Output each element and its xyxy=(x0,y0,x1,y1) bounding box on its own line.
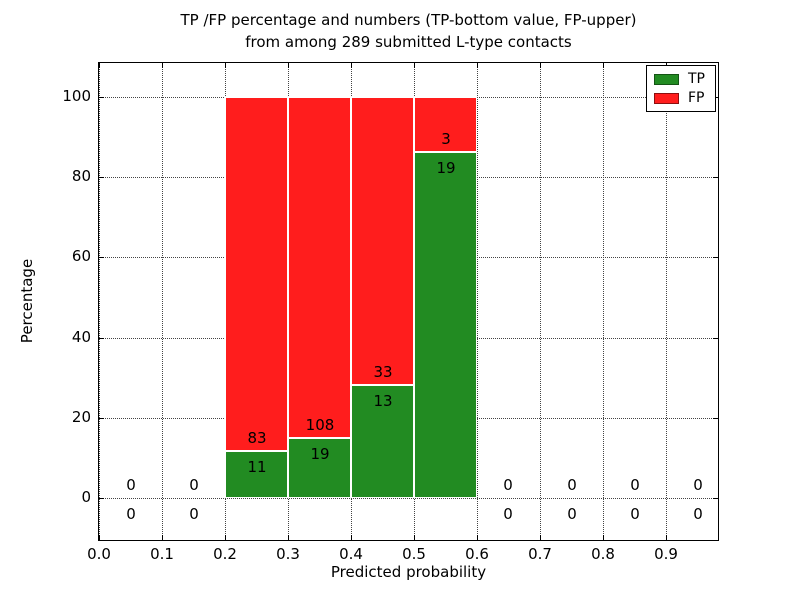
v-gridline xyxy=(540,63,541,540)
chart-title: TP /FP percentage and numbers (TP-bottom… xyxy=(98,9,719,53)
fp-count-annotation: 0 xyxy=(567,476,577,494)
y-tick-label: 60 xyxy=(71,247,91,265)
fp-count-annotation: 0 xyxy=(693,476,703,494)
fp-count-annotation: 0 xyxy=(630,476,640,494)
x-tick-label: 0.9 xyxy=(654,545,678,563)
y-tick-mark xyxy=(99,498,104,499)
y-axis-label: Percentage xyxy=(18,258,36,344)
x-tick-mark xyxy=(288,63,289,68)
fp-count-annotation: 0 xyxy=(189,476,199,494)
y-tick-mark xyxy=(713,338,718,339)
y-tick-mark xyxy=(713,257,718,258)
x-tick-mark xyxy=(477,63,478,68)
legend-item-fp: FP xyxy=(654,91,708,105)
tp-count-annotation: 0 xyxy=(693,505,703,523)
tp-count-annotation: 0 xyxy=(503,505,513,523)
y-tick-label: 100 xyxy=(62,87,91,105)
fp-legend-label: FP xyxy=(688,90,705,106)
x-tick-label: 0.1 xyxy=(150,545,174,563)
tp-count-annotation: 0 xyxy=(189,505,199,523)
x-tick-mark xyxy=(162,535,163,540)
x-tick-label: 0.0 xyxy=(87,545,111,563)
x-tick-mark xyxy=(603,63,604,68)
legend: TP FP xyxy=(646,65,716,112)
x-tick-mark xyxy=(414,63,415,68)
bar-tp-segment xyxy=(225,451,288,498)
bar-fp-segment xyxy=(351,97,414,385)
legend-item-tp: TP xyxy=(654,72,708,86)
x-tick-mark xyxy=(666,535,667,540)
tp-legend-swatch xyxy=(654,73,679,85)
fp-count-annotation: 108 xyxy=(305,416,335,434)
bar-fp-segment xyxy=(414,97,477,152)
y-tick-mark xyxy=(99,177,104,178)
tp-count-annotation: 0 xyxy=(630,505,640,523)
x-axis-label: Predicted probability xyxy=(330,563,487,581)
chart-title-line2: from among 289 submitted L-type contacts xyxy=(245,33,572,51)
chart-title-line1: TP /FP percentage and numbers (TP-bottom… xyxy=(180,11,637,29)
x-tick-mark xyxy=(414,535,415,540)
x-tick-mark xyxy=(288,535,289,540)
y-tick-mark xyxy=(99,418,104,419)
bar-tp-segment xyxy=(351,385,414,498)
bar-fp-segment xyxy=(225,97,288,451)
v-gridline xyxy=(99,63,100,540)
x-tick-label: 0.2 xyxy=(213,545,237,563)
x-tick-label: 0.5 xyxy=(402,545,426,563)
v-gridline xyxy=(666,63,667,540)
tp-count-annotation: 0 xyxy=(126,505,136,523)
fp-count-annotation: 83 xyxy=(247,429,267,447)
fp-count-annotation: 0 xyxy=(126,476,136,494)
tp-count-annotation: 19 xyxy=(436,159,456,177)
y-tick-label: 40 xyxy=(71,328,91,346)
fp-count-annotation: 33 xyxy=(373,363,393,381)
x-tick-mark xyxy=(540,535,541,540)
x-tick-mark xyxy=(540,63,541,68)
tp-count-annotation: 13 xyxy=(373,392,393,410)
y-tick-mark xyxy=(99,338,104,339)
y-tick-label: 0 xyxy=(81,488,91,506)
v-gridline xyxy=(603,63,604,540)
fp-legend-swatch xyxy=(654,92,679,104)
x-tick-label: 0.6 xyxy=(465,545,489,563)
bar-tp-segment xyxy=(288,438,351,498)
v-gridline xyxy=(162,63,163,540)
tp-count-annotation: 11 xyxy=(247,458,267,476)
y-tick-mark xyxy=(713,418,718,419)
x-tick-mark xyxy=(99,535,100,540)
x-tick-mark xyxy=(603,535,604,540)
x-tick-mark xyxy=(162,63,163,68)
y-tick-label: 20 xyxy=(71,408,91,426)
x-tick-mark xyxy=(225,63,226,68)
x-tick-mark xyxy=(99,63,100,68)
tp-count-annotation: 0 xyxy=(567,505,577,523)
plot-area: TP FP 0 0 0 0 83 11 108 19 33 13 3 19 0 0 0 0 0 0 0 0 0.0 0.1… xyxy=(62,62,719,563)
x-tick-mark xyxy=(351,535,352,540)
x-tick-label: 0.3 xyxy=(276,545,300,563)
v-gridline xyxy=(477,63,478,540)
bar-tp-segment xyxy=(414,152,477,498)
y-tick-mark xyxy=(713,177,718,178)
fp-count-annotation: 0 xyxy=(503,476,513,494)
x-tick-label: 0.7 xyxy=(528,545,552,563)
y-tick-mark xyxy=(99,97,104,98)
x-tick-mark xyxy=(351,63,352,68)
x-tick-mark xyxy=(225,535,226,540)
h-gridline xyxy=(99,498,718,499)
bar-fp-segment xyxy=(288,97,351,438)
x-tick-label: 0.8 xyxy=(591,545,615,563)
fp-count-annotation: 3 xyxy=(441,130,451,148)
x-tick-mark xyxy=(477,535,478,540)
y-tick-mark xyxy=(713,498,718,499)
y-tick-mark xyxy=(99,257,104,258)
tp-legend-label: TP xyxy=(688,71,705,87)
y-tick-label: 80 xyxy=(71,167,91,185)
x-tick-label: 0.4 xyxy=(339,545,363,563)
tp-count-annotation: 19 xyxy=(310,445,330,463)
